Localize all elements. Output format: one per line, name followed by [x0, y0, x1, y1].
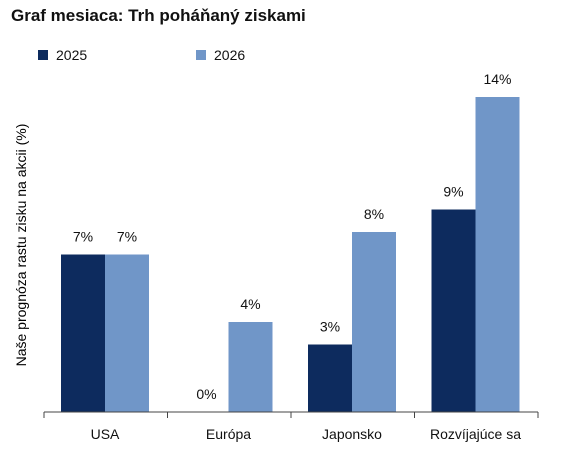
legend-label-2025: 2025 [54, 47, 90, 63]
x-axis-labels: USA Európa Japonsko Rozvíjajúce sa [91, 426, 522, 442]
data-label-usa-2025: 7% [73, 229, 93, 245]
data-label-rozvijajuce-sa-2025: 9% [443, 184, 463, 200]
data-label-europa-2026: 4% [240, 296, 260, 312]
legend-item-2026: 2026 [196, 46, 248, 64]
data-label-europa-2025: 0% [196, 386, 216, 402]
bar-rozvijajuce-sa-2025 [431, 209, 476, 412]
bar-labels-group: 7% 7% 0% 4% 3% 8% 9% 14% [73, 71, 512, 402]
data-label-japonsko-2025: 3% [320, 319, 340, 335]
legend-swatch-2026 [196, 50, 206, 60]
bar-japonsko-2026 [352, 232, 396, 412]
x-axis-ticks [43, 412, 539, 418]
bar-rozvijajuce-sa-2026 [475, 97, 520, 412]
bars-group [61, 97, 520, 412]
bar-japonsko-2025 [308, 344, 352, 412]
legend-swatch-2025 [38, 50, 48, 60]
data-label-usa-2026: 7% [117, 229, 137, 245]
legend-label-2026: 2026 [212, 47, 248, 63]
bar-usa-2025 [61, 254, 105, 412]
category-label-rozvijajuce-sa: Rozvíjajúce sa [430, 426, 521, 442]
data-label-rozvijajuce-sa-2026: 14% [483, 71, 511, 87]
chart-title: Graf mesiaca: Trh poháňaný ziskami [11, 6, 306, 25]
category-label-europa: Európa [206, 426, 251, 442]
y-axis-label: Naše prognóza rastu zisku na akcii (%) [13, 124, 29, 367]
category-label-usa: USA [91, 426, 120, 442]
category-label-japonsko: Japonsko [322, 426, 382, 442]
bar-europa-2026 [228, 322, 273, 412]
legend-item-2025: 2025 [38, 46, 90, 64]
bar-usa-2026 [105, 254, 149, 412]
data-label-japonsko-2026: 8% [364, 206, 384, 222]
